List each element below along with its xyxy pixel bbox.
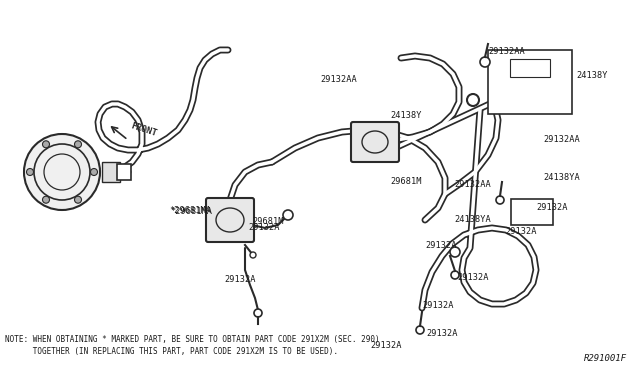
Text: 29132A: 29132A [422,301,454,310]
Text: NOTE: WHEN OBTAINING * MARKED PART, BE SURE TO OBTAIN PART CODE 291X2M (SEC. 290: NOTE: WHEN OBTAINING * MARKED PART, BE S… [5,335,380,344]
Text: 29681M: 29681M [390,177,422,186]
Text: R291001F: R291001F [584,354,627,363]
Text: 24138YA: 24138YA [454,215,491,224]
Text: 29132AA: 29132AA [488,48,525,57]
Text: 29132A: 29132A [224,275,255,283]
Circle shape [451,271,459,279]
Ellipse shape [24,134,100,210]
Text: 29132AA: 29132AA [454,180,491,189]
Circle shape [416,326,424,334]
FancyBboxPatch shape [511,199,553,225]
Text: 29132A: 29132A [426,241,457,250]
Text: 29132A: 29132A [426,330,458,339]
Text: 29132A: 29132A [370,341,401,350]
Circle shape [450,247,460,257]
Circle shape [283,210,293,220]
Text: 29132A: 29132A [536,202,568,212]
Circle shape [74,196,81,203]
Text: FRONT: FRONT [130,121,158,138]
Circle shape [496,196,504,204]
Circle shape [26,169,33,176]
Bar [510,59,550,77]
Circle shape [480,57,490,67]
FancyBboxPatch shape [206,198,254,242]
Circle shape [42,196,49,203]
Circle shape [42,141,49,148]
Bar [117,164,131,180]
FancyBboxPatch shape [488,50,572,114]
Text: 24138YA: 24138YA [543,173,580,182]
Text: 29132AA: 29132AA [543,135,580,144]
Circle shape [74,141,81,148]
Text: *29681MA: *29681MA [170,206,212,215]
Circle shape [254,309,262,317]
Bar [102,162,120,182]
Text: 24138Y: 24138Y [576,71,607,80]
Circle shape [467,94,479,106]
Text: 29681M: 29681M [253,217,284,226]
FancyBboxPatch shape [351,122,399,162]
Circle shape [250,252,256,258]
Text: TOGETHER (IN REPLACING THIS PART, PART CODE 291X2M IS TO BE USED).: TOGETHER (IN REPLACING THIS PART, PART C… [5,347,338,356]
Text: 29132A: 29132A [505,228,536,237]
Text: 29132A: 29132A [248,222,280,231]
Text: *29681MA: *29681MA [170,208,212,217]
Text: 29132A: 29132A [457,273,488,282]
Text: 29132AA: 29132AA [320,76,356,84]
Text: 24138Y: 24138Y [390,111,422,120]
Circle shape [90,169,97,176]
